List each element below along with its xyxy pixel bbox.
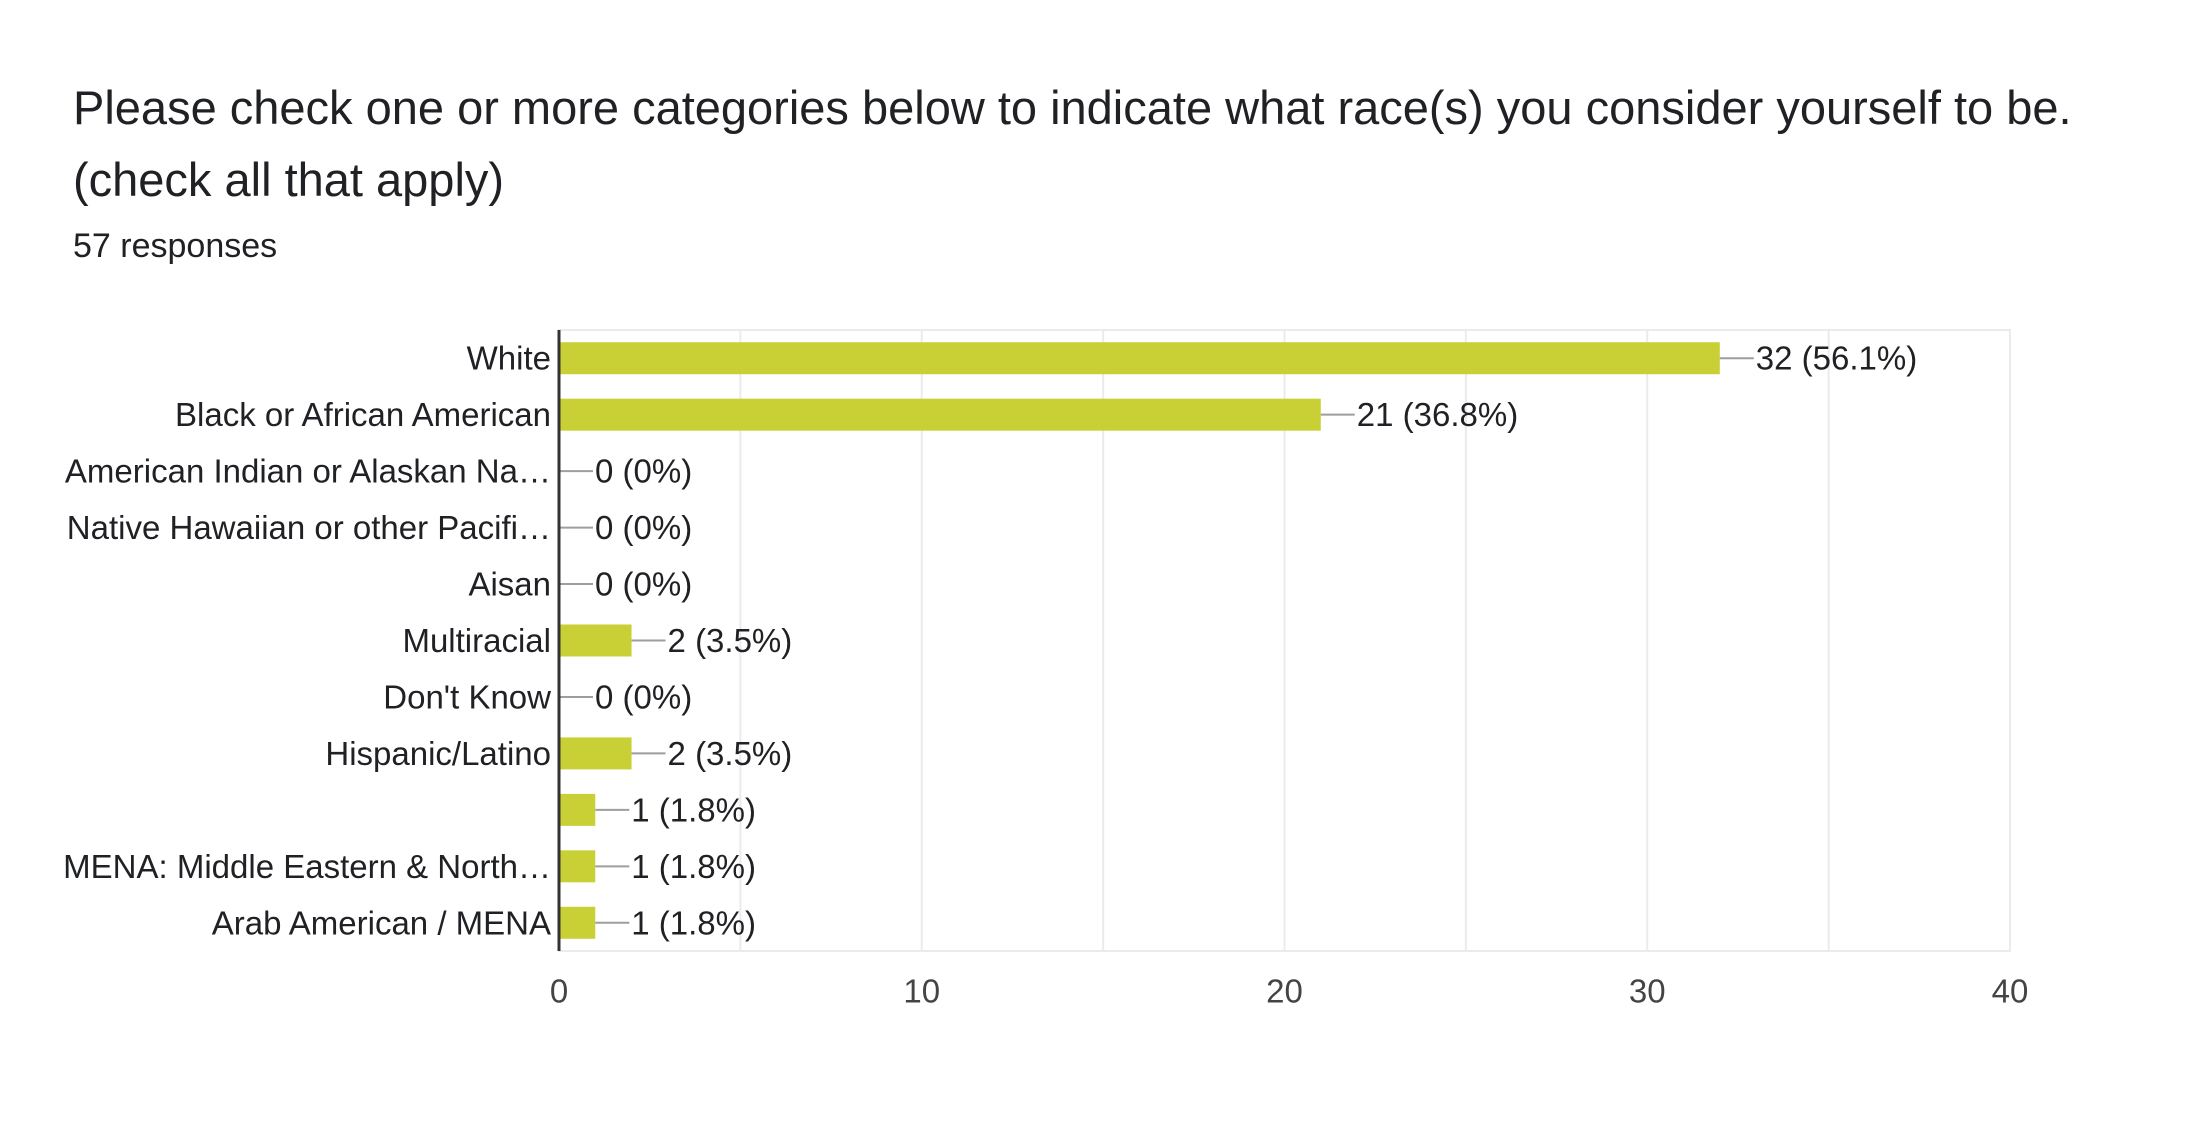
x-tick-label: 40 — [1992, 973, 2029, 1010]
bar — [559, 624, 632, 657]
data-label: 32 (56.1%) — [1756, 340, 1917, 377]
bar — [559, 793, 596, 826]
bar — [559, 850, 596, 883]
x-tick-label: 20 — [1266, 973, 1303, 1010]
category-label: Black or African American — [175, 396, 551, 433]
category-label: Arab American / MENA — [212, 904, 551, 941]
bar — [559, 342, 1720, 375]
question-title: Please check one or more categories belo… — [73, 81, 2072, 206]
question-header: Please check one or more categories belo… — [73, 72, 2153, 268]
data-label: 0 (0%) — [595, 453, 692, 490]
x-tick-label: 0 — [550, 973, 568, 1010]
bar — [559, 737, 632, 770]
category-label: Hispanic/Latino — [325, 735, 551, 772]
data-label: 2 (3.5%) — [668, 622, 793, 659]
data-label: 0 (0%) — [595, 566, 692, 603]
category-label: White — [467, 340, 551, 377]
data-label: 1 (1.8%) — [631, 848, 756, 885]
bar — [559, 906, 596, 939]
category-label: Don't Know — [383, 678, 551, 715]
x-tick-label: 10 — [903, 973, 940, 1010]
data-label: 0 (0%) — [595, 509, 692, 546]
category-label: American Indian or Alaskan Na… — [65, 453, 551, 490]
category-label: Aisan — [468, 566, 551, 603]
data-label: 1 (1.8%) — [631, 791, 756, 828]
category-label: MENA: Middle Eastern & North… — [63, 848, 551, 885]
category-label: Multiracial — [402, 622, 551, 659]
data-label: 1 (1.8%) — [631, 904, 756, 941]
bar — [559, 398, 1321, 431]
x-tick-label: 30 — [1629, 973, 1666, 1010]
data-label: 0 (0%) — [595, 678, 692, 715]
response-count: 57 responses — [73, 227, 278, 265]
category-label: Native Hawaiian or other Pacifi… — [67, 509, 551, 546]
data-label: 2 (3.5%) — [668, 735, 793, 772]
data-label: 21 (36.8%) — [1357, 396, 1518, 433]
